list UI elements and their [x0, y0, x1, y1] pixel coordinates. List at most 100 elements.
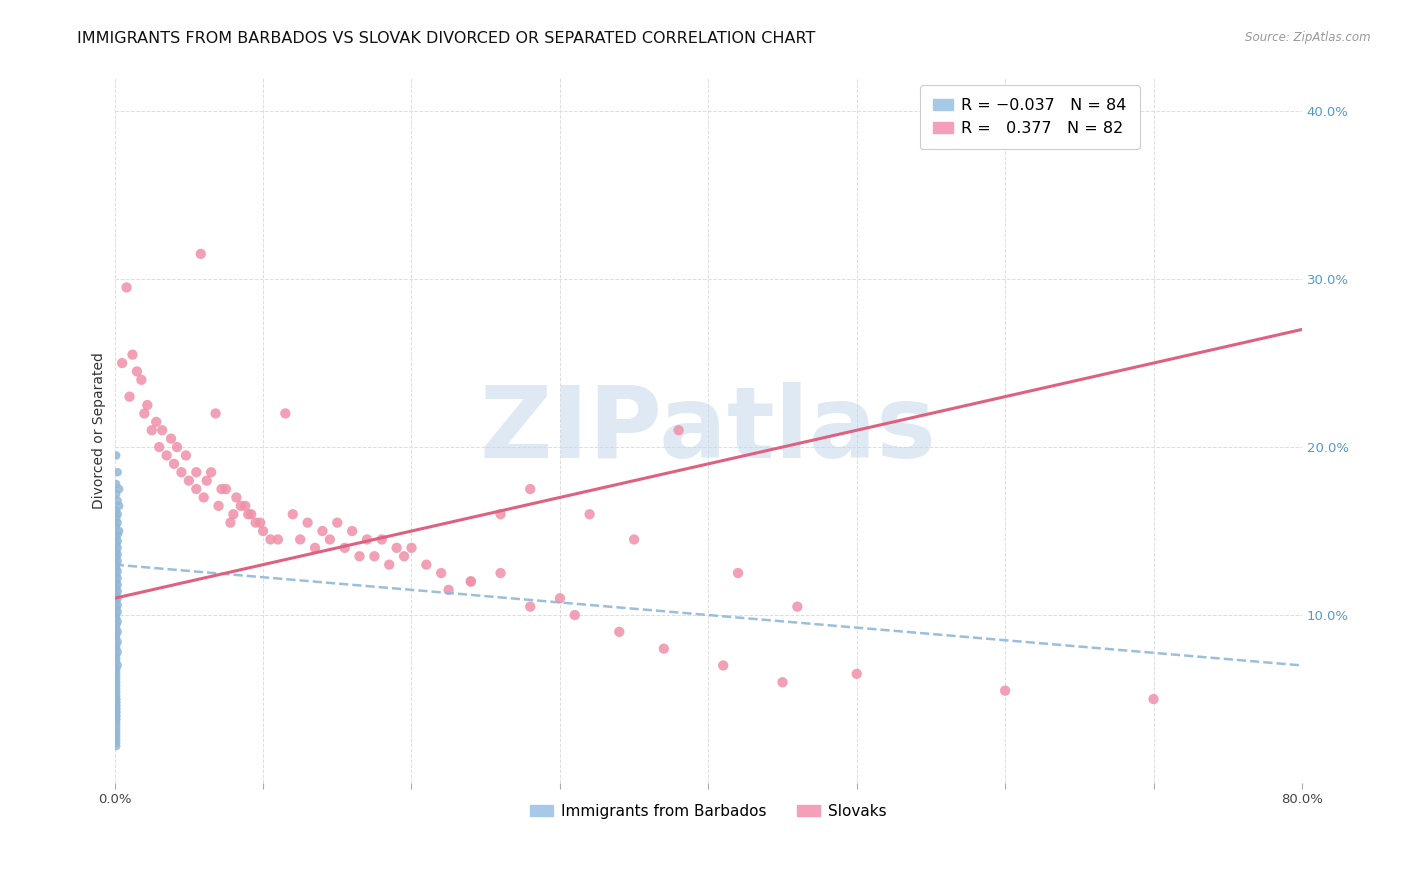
Point [105, 550, 128, 565]
Point [207, 499, 229, 513]
Point [460, 574, 482, 589]
Point [204, 406, 226, 420]
Point [105, 702, 128, 716]
Point [195, 474, 218, 488]
Point [193, 491, 215, 505]
Point [108, 499, 131, 513]
Point [107, 534, 129, 549]
Point [105, 698, 128, 713]
Point [288, 533, 311, 547]
Point [548, 591, 571, 606]
Point [200, 465, 222, 479]
Point [401, 541, 423, 555]
Point [105, 581, 128, 595]
Point [105, 702, 128, 716]
Point [607, 624, 630, 639]
Point [174, 449, 197, 463]
Point [105, 692, 128, 706]
Point [105, 618, 128, 632]
Point [623, 533, 645, 547]
Point [711, 658, 734, 673]
Point [107, 508, 129, 522]
Point [772, 675, 794, 690]
Point [668, 423, 690, 437]
Point [118, 390, 141, 404]
Point [105, 638, 128, 652]
Point [356, 533, 378, 547]
Point [105, 679, 128, 693]
Point [222, 508, 245, 522]
Point [385, 541, 408, 555]
Point [107, 591, 129, 606]
Point [326, 516, 349, 530]
Point [1142, 692, 1164, 706]
Text: Source: ZipAtlas.com: Source: ZipAtlas.com [1246, 31, 1371, 45]
Point [105, 648, 128, 663]
Point [141, 423, 163, 437]
Point [652, 641, 675, 656]
Point [186, 482, 208, 496]
Point [211, 482, 233, 496]
Point [105, 736, 128, 750]
Point [107, 565, 129, 579]
Point [105, 709, 128, 723]
Point [105, 706, 128, 720]
Point [105, 715, 128, 730]
Point [105, 695, 128, 709]
Point [105, 628, 128, 642]
Point [994, 683, 1017, 698]
Point [186, 465, 208, 479]
Point [166, 440, 188, 454]
Point [249, 516, 271, 530]
Point [311, 524, 333, 538]
Point [105, 608, 128, 623]
Point [105, 567, 128, 582]
Point [150, 423, 173, 437]
Point [115, 280, 138, 294]
Point [105, 519, 128, 533]
Point [415, 558, 437, 572]
Point [105, 706, 128, 720]
Point [105, 561, 128, 575]
Point [105, 675, 128, 690]
Point [245, 516, 267, 530]
Point [107, 605, 129, 619]
Point [786, 599, 808, 614]
Point [160, 432, 183, 446]
Point [105, 632, 128, 646]
Y-axis label: Divorced or Separated: Divorced or Separated [93, 351, 107, 508]
Point [363, 549, 385, 564]
Point [105, 477, 128, 491]
Point [349, 549, 371, 564]
Point [105, 729, 128, 743]
Point [105, 665, 128, 680]
Point [105, 622, 128, 636]
Point [107, 554, 129, 568]
Point [121, 348, 143, 362]
Point [107, 516, 129, 530]
Point [134, 406, 156, 420]
Point [340, 524, 363, 538]
Point [105, 719, 128, 733]
Point [105, 611, 128, 625]
Point [105, 601, 128, 615]
Point [105, 681, 128, 696]
Point [136, 398, 159, 412]
Point [105, 449, 128, 463]
Point [105, 588, 128, 602]
Point [105, 723, 128, 737]
Point [105, 695, 128, 709]
Point [105, 544, 128, 558]
Text: IMMIGRANTS FROM BARBADOS VS SLOVAK DIVORCED OR SEPARATED CORRELATION CHART: IMMIGRANTS FROM BARBADOS VS SLOVAK DIVOR… [77, 31, 815, 46]
Point [105, 712, 128, 726]
Point [125, 364, 148, 378]
Point [105, 537, 128, 551]
Point [108, 482, 131, 496]
Point [105, 651, 128, 665]
Point [107, 541, 129, 555]
Point [460, 574, 482, 589]
Legend: Immigrants from Barbados, Slovaks: Immigrants from Barbados, Slovaks [524, 797, 893, 825]
Point [107, 578, 129, 592]
Point [105, 558, 128, 572]
Point [107, 624, 129, 639]
